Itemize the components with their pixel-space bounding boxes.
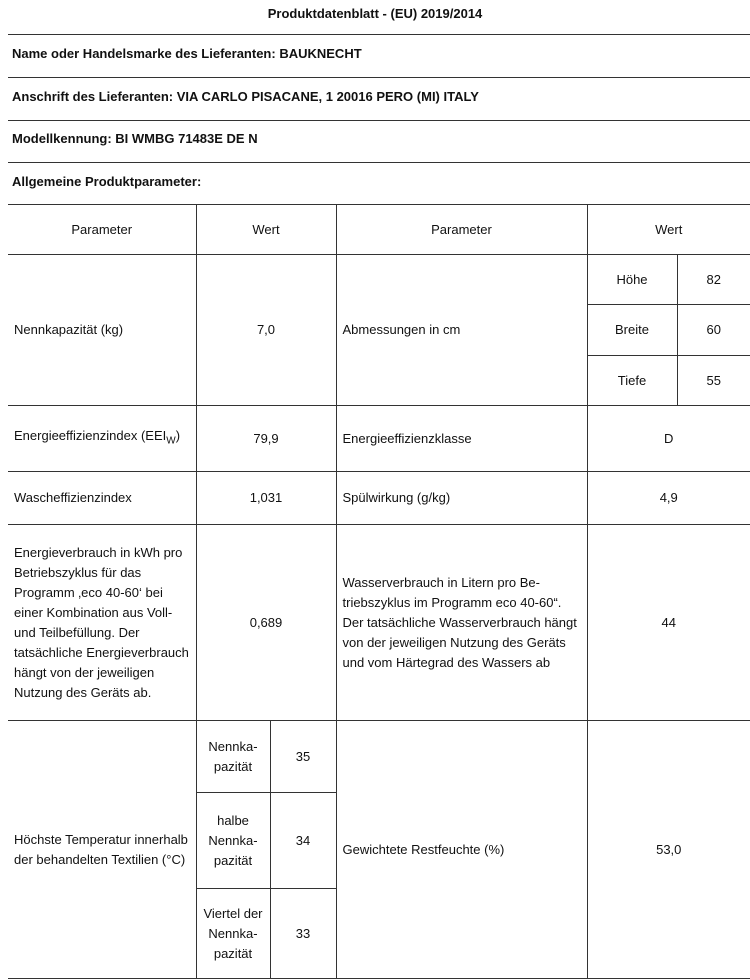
header-parameter: Parameter [335,204,588,255]
table-row: Nennkapazität (kg) 7,0 Abmessungen in cm… [8,254,750,406]
temp-half-value: 34 [269,792,337,889]
header-value: Wert [195,204,337,255]
supplier-address: Anschrift des Lieferanten: VIA CARLO PIS… [12,89,479,104]
eei-label-text: Energieeffizienzindex (EEI [14,427,167,443]
width-value: 60 [676,304,750,356]
table-row: halbe Nennka­pazität 34 [8,792,750,889]
eei-subscript: W [166,435,176,447]
water-value: 44 [586,524,750,721]
header-row: Parameter Wert Parameter Wert [8,204,750,255]
model-identifier: Modellkennung: BI WMBG 71483E DE N [12,131,258,146]
energy-label: Energieverbrauch in kWh pro Betriebszykl… [8,524,197,721]
eei-close: ) [175,427,181,443]
capacity-value: 7,0 [195,254,337,406]
dimensions-label: Abmessungen in cm [335,254,588,406]
temp-rated-value: 35 [269,720,337,793]
moisture-label: Gewichtete Restfeuchte (%) [335,720,588,979]
eei-label: Energieeffizienzindex (EEIW) [8,405,197,472]
temp-rated-label: Nennka­pazität [195,720,271,793]
capacity-label: Nennkapazität (kg) [8,254,197,406]
depth-label: Tiefe [587,355,678,406]
temperature-label: Höchste Temperatur inner­halb der behand… [8,720,197,979]
table-row: Höchste Temperatur inner­halb der behand… [8,720,750,979]
temp-quarter-value: 33 [269,888,337,979]
table-row: Wascheffizienzindex 1,031 Spülwirkung (g… [8,471,750,525]
eei-value: 79,9 [195,405,337,472]
eei-class-label: Energieeffizienzklasse [335,405,588,472]
supplier-name: Name oder Handelsmarke des Lieferanten: … [12,46,362,61]
document-title: Produktdatenblatt - (EU) 2019/2014 [267,6,483,21]
width-label: Breite [587,304,678,356]
height-value: 82 [676,254,750,305]
divider [8,162,750,163]
divider [8,120,750,121]
divider [8,34,750,35]
rinsing-value: 4,9 [586,471,750,525]
table-row: Viertel der Nennka­pazität 33 [8,888,750,979]
temp-quarter-label: Viertel der Nennka­pazität [196,888,271,979]
divider [8,77,750,78]
water-label: Wasserverbrauch in Litern pro Be­triebsz… [335,524,588,721]
header-parameter: Parameter [8,204,197,255]
header-value: Wert [586,204,750,255]
depth-value: 55 [676,355,750,406]
moisture-value: 53,0 [586,720,750,979]
eei-class-value: D [586,405,750,472]
section-heading: Allgemeine Produktparameter: [12,174,202,189]
table-row: Energieeffizienzindex (EEIW) 79,9 Energi… [8,405,750,472]
table-row: Energieverbrauch in kWh pro Betriebszykl… [8,524,750,721]
temp-half-label: halbe Nennka­pazität [196,792,271,889]
washing-index-label: Wascheffizienzindex [8,471,197,525]
height-label: Höhe [586,254,678,305]
rinsing-label: Spülwirkung (g/kg) [335,471,588,525]
table-row: Breite 60 [8,304,750,356]
energy-value: 0,689 [195,524,337,721]
washing-index-value: 1,031 [195,471,337,525]
product-parameters-table: Parameter Wert Parameter Wert Nennkapazi… [8,204,750,979]
